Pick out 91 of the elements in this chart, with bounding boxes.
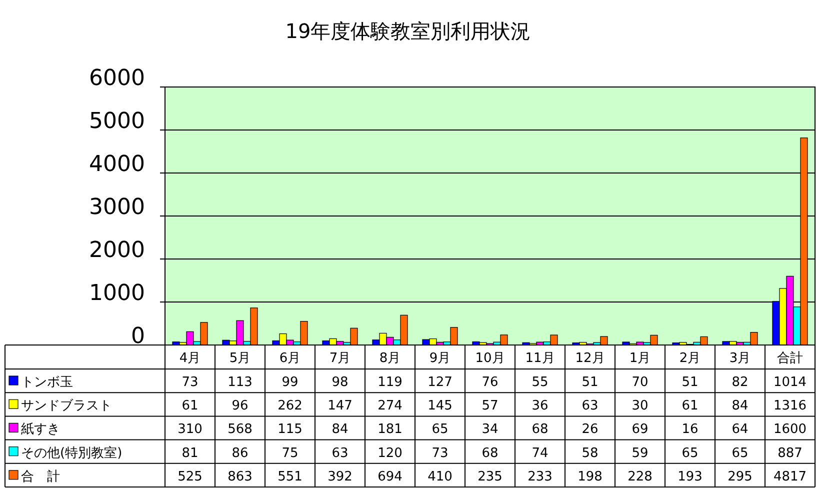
data-label: 392 <box>328 469 352 484</box>
data-label: 568 <box>228 422 252 438</box>
data-label: 73 <box>182 375 198 390</box>
data-label: 16 <box>682 422 698 438</box>
data-label: 51 <box>582 375 598 390</box>
data-label: 63 <box>582 398 598 414</box>
data-label: 198 <box>578 469 602 484</box>
x-tick-label: 7月 <box>329 351 351 366</box>
data-label: 295 <box>728 469 752 484</box>
x-tick-label: 8月 <box>379 351 401 366</box>
data-label: 181 <box>378 422 402 438</box>
data-label: 61 <box>682 398 698 414</box>
x-tick-label: 11月 <box>525 351 555 366</box>
data-label: 75 <box>282 446 298 461</box>
data-label: 34 <box>482 422 498 438</box>
data-label: 69 <box>632 422 648 438</box>
data-label: 228 <box>628 469 652 484</box>
data-label: 84 <box>332 422 348 438</box>
x-tick-label: 9月 <box>429 351 451 366</box>
data-label: 274 <box>378 398 402 414</box>
x-tick-label: 12月 <box>575 351 605 366</box>
data-label: 262 <box>278 398 302 414</box>
data-label: 235 <box>478 469 502 484</box>
y-tick-label: 3000 <box>89 195 145 220</box>
legend-label: 合 計 <box>21 469 60 484</box>
x-tick-label: 合計 <box>777 351 803 366</box>
data-label: 65 <box>682 446 698 461</box>
data-label: 55 <box>532 375 548 390</box>
y-tick-label: 5000 <box>89 109 145 134</box>
legend-label: 紙すき <box>21 422 60 438</box>
data-label: 74 <box>532 446 548 461</box>
x-tick-label: 4月 <box>179 351 201 366</box>
x-tick-label: 2月 <box>679 351 701 366</box>
data-label: 68 <box>532 422 548 438</box>
data-label: 694 <box>378 469 402 484</box>
legend-label: その他(特別教室) <box>21 444 122 461</box>
data-label: 115 <box>278 422 302 438</box>
data-label: 70 <box>632 375 648 390</box>
data-label: 59 <box>632 446 648 461</box>
x-tick-label: 1月 <box>629 351 651 366</box>
data-label: 51 <box>682 375 698 390</box>
data-label: 4817 <box>773 469 807 484</box>
data-label: 81 <box>182 446 198 461</box>
data-label: 61 <box>182 398 198 414</box>
data-label: 1600 <box>773 422 807 438</box>
data-label: 57 <box>482 398 498 414</box>
data-label: 68 <box>482 446 498 461</box>
data-label: 63 <box>332 446 348 461</box>
x-tick-label: 10月 <box>475 351 505 366</box>
legend-label: サンドブラスト <box>21 398 112 414</box>
data-label: 113 <box>228 375 252 390</box>
data-label: 73 <box>432 446 448 461</box>
data-label: 36 <box>532 398 548 414</box>
data-label: 58 <box>582 446 598 461</box>
data-label: 98 <box>332 375 348 390</box>
data-label: 310 <box>178 422 202 438</box>
data-label: 65 <box>432 422 448 438</box>
data-label: 1316 <box>773 398 807 414</box>
data-label: 76 <box>482 375 498 390</box>
data-label: 525 <box>178 469 202 484</box>
data-label: 233 <box>528 469 552 484</box>
data-label: 147 <box>328 398 352 414</box>
data-label: 551 <box>278 469 302 484</box>
data-label: 99 <box>282 375 298 390</box>
data-label: 86 <box>232 446 248 461</box>
data-label: 64 <box>732 422 748 438</box>
data-label: 82 <box>732 375 748 390</box>
data-label: 1014 <box>773 375 807 390</box>
data-label: 193 <box>678 469 702 484</box>
y-tick-label: 2000 <box>89 238 145 263</box>
data-label: 410 <box>428 469 452 484</box>
x-tick-label: 5月 <box>229 351 251 366</box>
y-tick-label: 1000 <box>89 281 145 306</box>
data-label: 26 <box>582 422 598 438</box>
x-tick-label: 3月 <box>729 351 751 366</box>
y-tick-label: 6000 <box>89 66 145 91</box>
y-tick-label: 4000 <box>89 152 145 177</box>
legend-label: トンボ玉 <box>21 375 73 390</box>
y-tick-label: 0 <box>131 324 145 349</box>
data-label: 119 <box>378 375 402 390</box>
data-label: 863 <box>228 469 252 484</box>
x-tick-label: 6月 <box>279 351 301 366</box>
data-label: 127 <box>428 375 452 390</box>
data-label: 96 <box>232 398 248 414</box>
data-label: 30 <box>632 398 648 414</box>
data-label: 65 <box>732 446 748 461</box>
data-label: 120 <box>378 446 402 461</box>
data-label: 145 <box>428 398 452 414</box>
data-label: 84 <box>732 398 748 414</box>
chart-title: 19年度体験教室別利用状況 <box>285 19 531 43</box>
data-label: 887 <box>778 446 802 461</box>
